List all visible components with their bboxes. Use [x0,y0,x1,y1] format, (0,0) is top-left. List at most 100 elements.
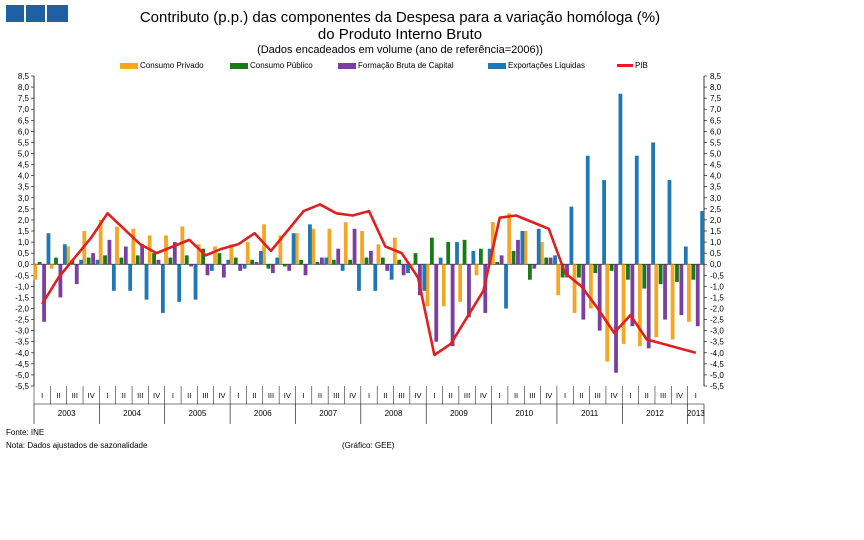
quarter-label: I [564,391,566,400]
bar-consumo-privado [687,264,691,322]
y-tick-label-left: -4,0 [15,349,29,358]
y-tick-label-left: -0,5 [15,271,29,280]
bar-consumo-publico [250,259,255,265]
quarter-label: IV [88,391,95,400]
bar-exportacoes [455,242,459,265]
y-tick-label-right: 2,5 [710,205,722,214]
y-tick-label-right: -3,5 [710,338,724,347]
bar-fbc [369,250,373,265]
bar-exportacoes [438,257,443,265]
quarter-label: IV [676,391,683,400]
quarter-label: I [172,391,174,400]
y-tick-label-left: 2,0 [18,216,30,225]
bar-fbc [499,255,504,265]
y-tick-label-left: -4,5 [15,360,29,369]
bar-exportacoes [111,264,116,291]
bar-consumo-privado [588,264,593,309]
bar-consumo-publico [675,264,679,282]
bar-exportacoes [471,250,476,265]
bar-exportacoes [504,264,508,309]
quarter-label: III [72,391,78,400]
y-tick-label-right: -4,5 [710,360,724,369]
legend-label-fbc: Formação Bruta de Capital [358,61,454,70]
quarter-label: II [56,391,60,400]
y-tick-label-left: -2,5 [15,316,29,325]
quarter-label: I [106,391,108,400]
bar-consumo-publico [103,255,107,265]
y-tick-label-right: 8,5 [710,72,722,81]
legend-item-consumo-privado: Consumo Privado [120,61,204,70]
bar-consumo-privado [425,264,430,307]
bar-exportacoes [389,264,394,280]
bar-exportacoes [242,264,247,269]
legend-swatch-consumo-privado [120,62,138,69]
year-label: 2013 [687,409,705,418]
bar-exportacoes [95,259,100,265]
quarter-label: I [41,391,43,400]
bar-fbc [548,257,553,265]
y-tick-label-right: 7,0 [710,105,722,114]
quarter-label: III [660,391,666,400]
bar-fbc [140,244,145,265]
y-tick-label-left: 0,5 [18,249,30,258]
bar-consumo-privado [556,264,561,296]
y-tick-label-left: -5,5 [15,382,29,391]
bar-consumo-publico [397,259,402,265]
bar-exportacoes [683,246,688,265]
y-tick-label-right: 0,0 [710,260,722,269]
quarter-label: III [202,391,208,400]
bar-exportacoes [569,206,574,265]
bar-fbc [597,264,602,331]
y-tick-label-right: -3,0 [710,327,724,336]
bar-exportacoes [553,255,557,265]
y-tick-label-right: -1,5 [710,293,724,302]
bar-fbc [450,264,455,347]
bar-fbc [663,264,667,320]
bar-consumo-publico [413,253,418,265]
bar-consumo-publico [429,237,434,265]
bar-consumo-publico [282,264,287,267]
y-tick-label-right: -0,5 [710,271,724,280]
quarter-label: II [645,391,649,400]
bar-exportacoes [62,244,67,265]
logo-block-2 [26,5,45,22]
bar-fbc [483,264,488,313]
bar-fbc [401,264,406,276]
bar-exportacoes [209,264,214,271]
bar-consumo-publico [658,264,663,285]
bar-consumo-privado [213,246,217,265]
bar-consumo-publico [446,242,451,265]
bar-consumo-publico [495,262,500,265]
logo-block-3 [47,5,68,22]
bar-consumo-privado [458,264,463,302]
bar-consumo-publico [233,257,238,265]
quarter-label: IV [414,391,421,400]
year-label: 2003 [58,409,76,418]
chart-title-line2: do Produto Interno Bruto [317,26,483,43]
bar-exportacoes [602,180,606,265]
legend-swatch-exportacoes [488,62,506,69]
quarter-label: IV [545,391,552,400]
bar-exportacoes [651,142,655,265]
bar-consumo-privado [66,246,70,265]
y-tick-label-left: 2,5 [18,205,30,214]
bar-consumo-publico [511,250,516,265]
bar-exportacoes [259,250,263,265]
bar-consumo-publico [626,264,630,280]
y-tick-label-left: 8,0 [18,83,30,92]
quarter-label: I [303,391,305,400]
y-tick-label-right: 2,0 [710,216,722,225]
bar-fbc [418,264,422,296]
bar-consumo-publico [315,262,320,265]
quarter-label: II [514,391,518,400]
legend-label-consumo-privado: Consumo Privado [140,61,204,70]
quarter-label: III [595,391,601,400]
bar-fbc [254,262,259,265]
bar-consumo-publico [119,257,124,265]
bar-consumo-publico [217,253,222,265]
year-label: 2007 [319,409,337,418]
y-tick-label-left: -3,0 [15,327,29,336]
bar-consumo-privado [621,264,626,344]
year-label: 2004 [123,409,141,418]
logo-block-1 [6,5,24,22]
